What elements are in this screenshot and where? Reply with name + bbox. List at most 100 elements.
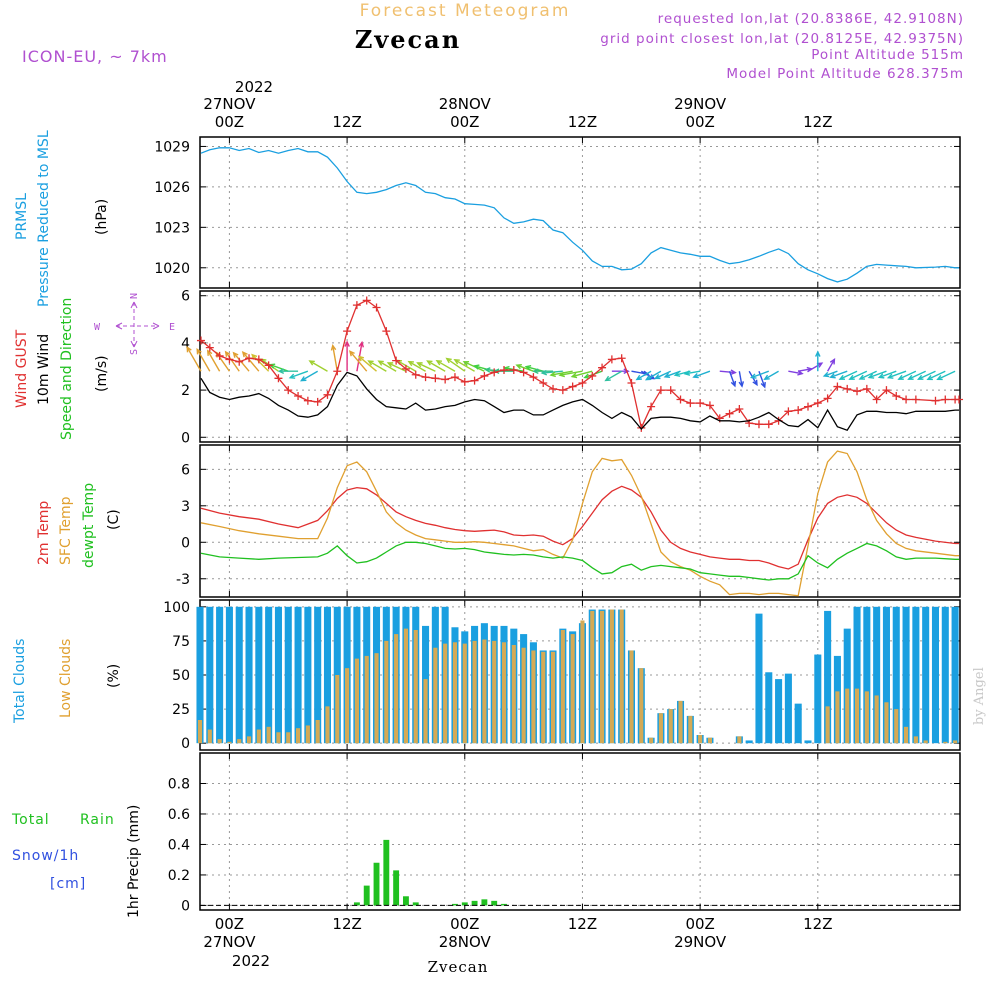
wind-series-wind-gust — [200, 299, 959, 430]
wind-arrow-shaft — [798, 368, 812, 372]
wind-arrow — [207, 349, 221, 372]
wind-arrow-head — [416, 362, 423, 368]
wind-arrow — [357, 355, 377, 372]
wind-speed-direction-label: Speed and Direction — [59, 298, 75, 440]
total-cloud-bar — [216, 606, 224, 744]
low-cloud-bar — [698, 735, 703, 744]
wind-arrow-head — [570, 372, 578, 379]
gust-marker — [470, 376, 479, 385]
top-hour-label: 12Z — [568, 113, 597, 131]
wind-arrow — [749, 370, 770, 379]
gust-marker — [333, 367, 342, 376]
wind-arrow-head — [644, 375, 652, 381]
gust-marker — [372, 303, 381, 312]
wind-arrow — [330, 344, 338, 372]
top-hour-label: 12Z — [803, 113, 832, 131]
total-cloud-bar — [873, 606, 881, 744]
wind-arrow-shaft — [879, 370, 897, 379]
wind-arrow — [822, 370, 838, 378]
clouds-ytick-label: 100 — [163, 600, 190, 616]
wind-arrow-head — [515, 363, 522, 370]
wind-arrow-head — [386, 362, 394, 368]
wind-arrow — [386, 362, 407, 372]
low-cloud-bar — [394, 634, 399, 744]
gust-marker — [343, 327, 352, 336]
compass-icon: N S W E — [94, 293, 175, 355]
wind-arrow — [251, 353, 270, 372]
low-cloud-bar — [305, 725, 310, 744]
low-cloud-bar — [462, 643, 467, 744]
bottom-hour-label: 12Z — [332, 915, 361, 933]
low-cloud-bar — [472, 640, 477, 744]
low-cloud-bar — [423, 679, 428, 744]
gust-marker — [254, 355, 263, 364]
low-cloud-bar — [354, 658, 359, 744]
gust-marker — [696, 399, 705, 408]
wind-arrow-shaft — [387, 362, 407, 372]
low-cloud-bar — [452, 642, 458, 744]
wind-arrow-shaft — [927, 370, 946, 380]
clouds-ytick-label: 0 — [181, 736, 190, 752]
temp-sfc-label: SFC Temp — [58, 496, 74, 565]
wind-arrow — [763, 370, 779, 381]
gust-marker — [902, 395, 911, 404]
wind-arrow-head — [377, 360, 384, 366]
wind-arrow-shaft — [839, 370, 858, 380]
low-cloud-bar — [217, 739, 222, 744]
low-cloud-bar — [207, 729, 212, 744]
wind-arrow — [907, 370, 926, 380]
gust-marker — [686, 399, 695, 408]
wind-arrow-head — [604, 375, 611, 382]
wind-arrow-shaft — [640, 370, 655, 380]
gust-marker — [245, 354, 254, 363]
wind-arrow — [407, 360, 426, 372]
low-cloud-bar — [649, 737, 654, 744]
wind-arrow-shaft — [516, 364, 534, 372]
gust-marker — [294, 391, 303, 400]
total-cloud-bar — [941, 606, 949, 744]
model-altitude: Model Point Altitude 628.375m — [726, 66, 964, 82]
wind-arrow-shaft — [301, 370, 319, 382]
gust-marker — [598, 363, 607, 372]
gust-marker — [323, 390, 332, 399]
total-cloud-bar — [814, 654, 822, 744]
total-cloud-bar — [892, 606, 900, 744]
total-cloud-bar — [853, 606, 861, 744]
wind-arrow-shaft — [251, 354, 270, 372]
wind-arrow-shaft — [559, 370, 583, 376]
rain-bar — [501, 903, 507, 906]
wind-arrow-head — [763, 374, 770, 381]
low-cloud-bar — [550, 651, 556, 744]
point-altitude: Point Altitude 515m — [811, 47, 964, 63]
gust-marker — [676, 395, 685, 404]
wind-arrow — [604, 370, 623, 382]
wind-arrow-head — [445, 357, 452, 364]
low-cloud-bar — [364, 655, 369, 744]
prmsl-label: PRMSL — [14, 193, 30, 240]
wind-arrow — [738, 371, 745, 388]
temperature-series-dewpt-temp — [200, 541, 959, 581]
wind-arrow-head — [867, 373, 875, 379]
wind-arrow-head — [858, 374, 865, 380]
wind-arrow — [416, 362, 436, 372]
gust-marker — [460, 377, 469, 386]
wind-arrow-shaft — [289, 370, 309, 379]
wind-arrow-shaft — [408, 361, 426, 372]
wind-arrow — [728, 370, 737, 388]
wind-arrow-head — [367, 360, 374, 366]
top-hour-label: 12Z — [332, 113, 361, 131]
wind-arrow — [515, 363, 534, 372]
top-date-label: 29NOV — [674, 95, 727, 113]
clouds-panel: 0 25 50 75 100 — [163, 599, 961, 752]
gust-marker — [862, 384, 871, 393]
wind-arrow — [916, 370, 936, 380]
total-cloud-bar — [265, 606, 273, 744]
gust-marker — [656, 386, 665, 395]
bottom-year-label: 2022 — [232, 952, 270, 970]
total-cloud-bar — [824, 610, 832, 744]
pressure-series-prmsl — [200, 147, 959, 283]
wind-unit-label: (m/s) — [94, 355, 110, 392]
wind-arrow-head — [207, 349, 213, 356]
pressure-ytick-label: 1023 — [154, 220, 190, 236]
low-cloud-bar — [374, 653, 379, 744]
